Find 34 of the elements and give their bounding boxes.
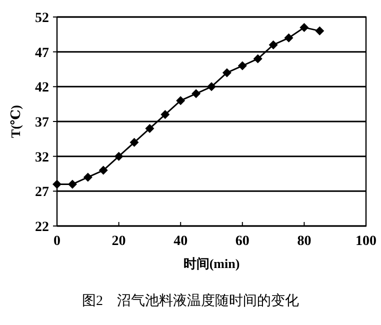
point (284, 33, 294, 42)
y-tick-label: 47 (35, 46, 49, 61)
y-tick-label: 42 (35, 80, 49, 96)
point (130, 138, 139, 147)
point (83, 172, 92, 182)
point (268, 40, 278, 50)
point (253, 54, 262, 64)
x-tick-label: 80 (297, 234, 312, 249)
x-axis-title: 时间(min) (183, 256, 240, 271)
y-tick-label: 27 (35, 185, 49, 200)
point (222, 68, 232, 78)
point (52, 180, 62, 189)
point (98, 166, 108, 175)
point (160, 110, 170, 120)
point (315, 26, 324, 36)
point (238, 61, 247, 70)
y-tick-label: 52 (35, 11, 49, 26)
x-tick-label: 60 (235, 234, 250, 249)
x-tick-label: 20 (112, 234, 126, 249)
point (68, 180, 77, 189)
x-tick-label: 0 (54, 234, 60, 249)
caption: 图2 沼气池料液温度随时间的变化 (82, 293, 299, 309)
point (207, 82, 216, 92)
point (114, 152, 124, 161)
point (300, 22, 309, 32)
point (145, 124, 154, 133)
y-axis-title: T(℃) (8, 105, 23, 138)
x-tick-label: 100 (356, 234, 376, 249)
y-tick-label: 37 (35, 116, 49, 130)
x-tick-label: 40 (174, 234, 188, 249)
point (192, 89, 201, 98)
y-tick-label: 32 (35, 150, 49, 166)
y-tick-label: 22 (35, 220, 49, 235)
point (176, 96, 186, 106)
